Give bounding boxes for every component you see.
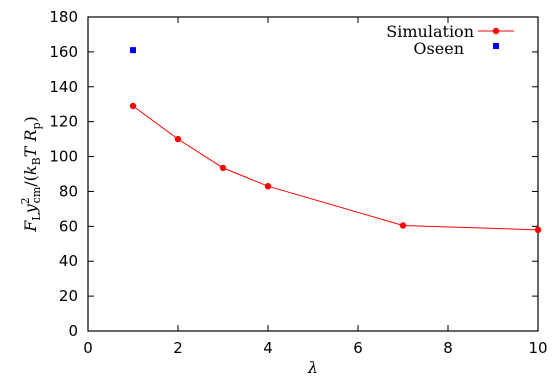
x-axis-label: λ — [307, 358, 318, 377]
y-tick-label: 60 — [59, 217, 78, 235]
data-point-simulation — [174, 135, 182, 143]
y-tick-label: 80 — [59, 182, 78, 200]
data-point-simulation — [219, 164, 227, 172]
series-line-simulation — [132, 105, 539, 231]
x-axis: 0 2 4 6 8 10 — [83, 17, 548, 357]
legend: Simulation Oseen — [386, 22, 514, 58]
legend-label-simulation: Simulation — [386, 22, 474, 41]
svg-text:FLy2cm/(kBT Rp): FLy2cm/(kBT Rp) — [19, 116, 43, 233]
x-tick-label: 10 — [528, 339, 547, 357]
series-layer — [129, 47, 542, 234]
y-tick-label: 20 — [59, 287, 78, 305]
y-tick-label: 180 — [49, 8, 78, 26]
data-point-simulation — [264, 183, 272, 190]
legend-label-oseen: Oseen — [413, 39, 464, 58]
data-point-simulation — [399, 222, 407, 229]
legend-marker-oseen — [493, 43, 499, 49]
y-axis: 0 20 40 60 80 100 120 140 160 180 — [49, 8, 538, 340]
y-tick-label: 160 — [49, 43, 78, 61]
y-tick-label: 40 — [59, 252, 78, 270]
y-tick-label: 0 — [68, 322, 78, 340]
y-axis-label: FLy2cm/(kBT Rp) — [19, 116, 43, 233]
y-tick-label: 140 — [49, 78, 78, 96]
data-point-simulation — [129, 102, 137, 110]
y-tick-label: 120 — [49, 113, 78, 131]
x-tick-label: 6 — [353, 339, 363, 357]
data-point-oseen — [130, 47, 136, 54]
x-tick-label: 8 — [443, 339, 453, 357]
x-tick-label: 0 — [83, 339, 93, 357]
plot-frame — [87, 16, 539, 332]
data-point-simulation — [534, 226, 542, 234]
x-tick-label: 4 — [263, 339, 273, 357]
x-tick-label: 2 — [173, 339, 183, 357]
legend-marker-simulation — [492, 27, 500, 35]
y-tick-label: 100 — [49, 148, 78, 166]
